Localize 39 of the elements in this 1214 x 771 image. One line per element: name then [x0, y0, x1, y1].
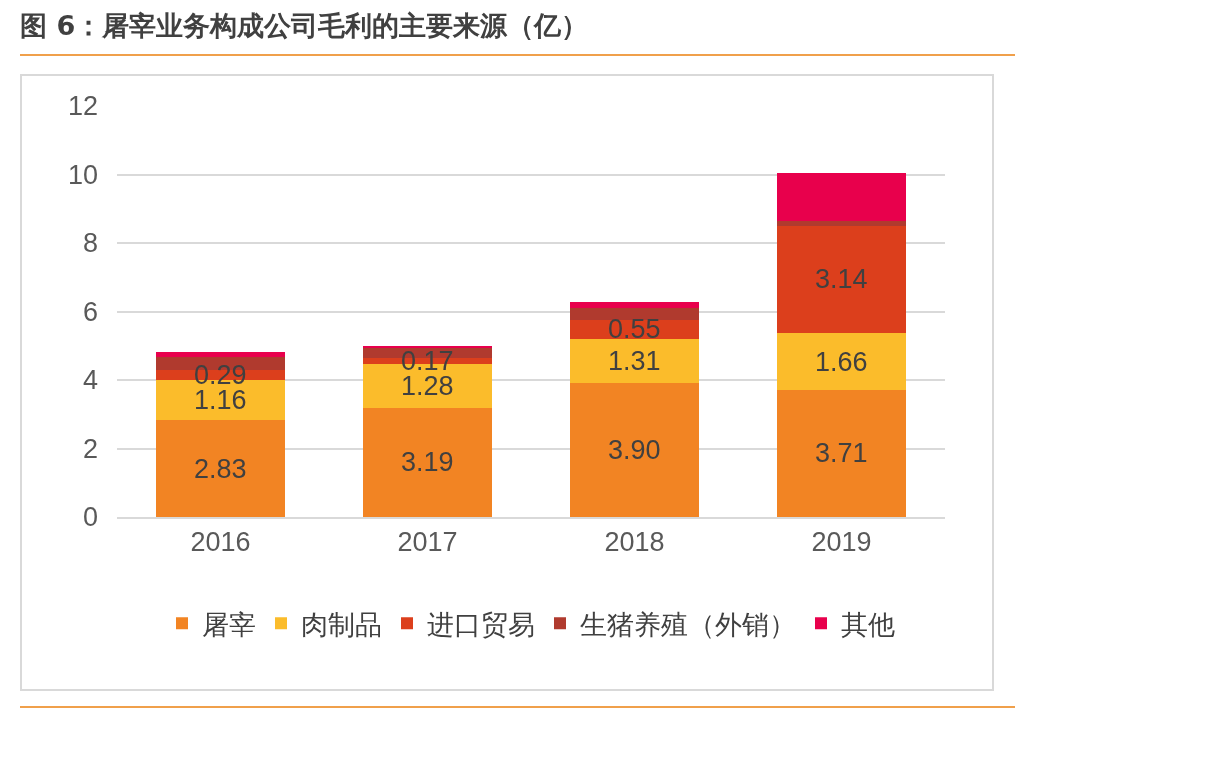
- legend-label: 进口贸易: [427, 608, 535, 640]
- legend-label: 肉制品: [301, 608, 382, 640]
- legend-label: 屠宰: [202, 608, 256, 640]
- y-tick-label: 6: [82, 296, 98, 327]
- legend-label: 其他: [841, 608, 895, 640]
- legend-label: 生猪养殖（外销）: [580, 608, 796, 640]
- data-label: 1.66: [815, 347, 868, 377]
- chart-title: 图 6：屠宰业务构成公司毛利的主要来源（亿）: [20, 4, 1015, 56]
- bar: [777, 389, 906, 517]
- bar: [570, 308, 699, 320]
- y-tick-label: 4: [82, 365, 98, 396]
- bar: [777, 172, 906, 221]
- bar: [156, 420, 285, 517]
- data-label: 2.83: [194, 454, 247, 484]
- y-tick-label: 10: [67, 159, 98, 190]
- x-tick-label: 2019: [811, 527, 872, 558]
- x-tick-label: 2016: [190, 527, 251, 558]
- data-label: 3.19: [401, 447, 454, 477]
- data-label: 1.28: [401, 371, 454, 401]
- bar: [570, 338, 699, 384]
- y-tick-label: 8: [82, 228, 98, 259]
- bar: [777, 333, 906, 390]
- data-label: 3.14: [815, 264, 868, 294]
- x-tick-label: 2018: [604, 527, 665, 558]
- bar: [777, 225, 906, 334]
- data-label: 3.90: [608, 435, 661, 465]
- data-label: 3.71: [815, 438, 868, 468]
- bar: [777, 220, 906, 226]
- y-tick-label: 2: [82, 433, 98, 464]
- bar: [156, 351, 285, 358]
- x-tick-label: 2017: [397, 527, 458, 558]
- data-label: 1.16: [194, 385, 247, 415]
- bar: [570, 383, 699, 517]
- bar: [570, 302, 699, 309]
- bar: [363, 407, 492, 517]
- y-tick-label: 12: [67, 91, 98, 122]
- data-label: 1.31: [608, 346, 661, 376]
- data-label: 0.55: [608, 314, 661, 344]
- y-tick-label: 0: [82, 502, 98, 533]
